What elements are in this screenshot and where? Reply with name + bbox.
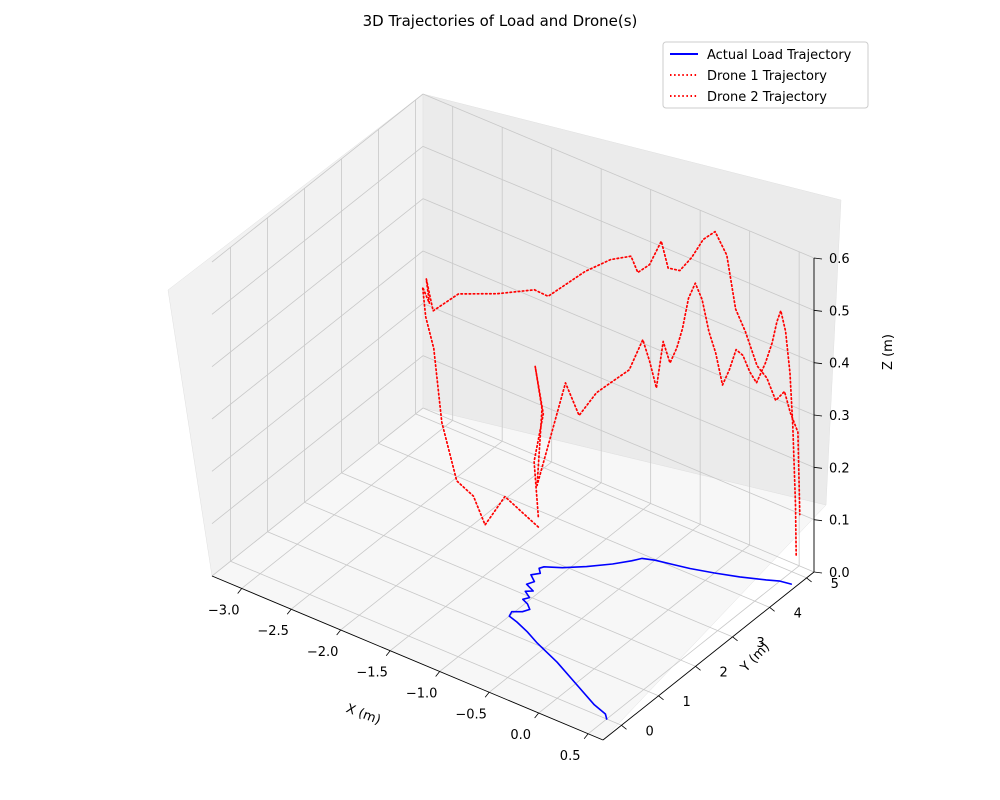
z-tick-mark-3: [813, 414, 823, 417]
grid-lines: [211, 93, 815, 735]
grid-x-floor-5: [488, 523, 701, 693]
grid-z-left-1: [211, 355, 424, 524]
grid-z-left-3: [211, 250, 424, 420]
grid-y-floor-2: [304, 501, 696, 667]
legend-label-load: Actual Load Trajectory: [707, 48, 852, 63]
grid-y-floor-3: [341, 472, 733, 638]
x-tick-mark-0: [237, 588, 243, 594]
x-tick-label-3: −1.5: [356, 666, 388, 681]
grid-y-floor-1: [267, 531, 659, 697]
grid-x-floor-1: [290, 440, 503, 610]
load-trajectory-line: [508, 557, 793, 720]
grid-z-back-1: [422, 355, 815, 521]
x-tick-label-1: −2.5: [257, 624, 289, 639]
legend-label-drone-1: Drone 1 Trajectory: [707, 69, 827, 84]
legend-entry-drone-1: Drone 1 Trajectory: [670, 69, 827, 84]
x-axis-line: [211, 575, 604, 741]
grid-x-floor-4: [439, 503, 651, 672]
grid-z-left-0: [211, 407, 424, 577]
tick-labels: −3.0−2.5−2.0−1.5−1.0−0.50.00.50123450.00…: [208, 252, 850, 764]
z-tick-mark-0: [813, 571, 823, 574]
y-tick-label-3: 3: [757, 636, 765, 651]
y-tick-label-4: 4: [794, 606, 802, 621]
grid-y-floor-0: [230, 560, 622, 726]
x-tick-mark-2: [336, 629, 341, 636]
legend-entry-drone-2: Drone 2 Trajectory: [670, 90, 827, 105]
x-tick-mark-7: [583, 733, 589, 740]
z-tick-label-2: 0.2: [829, 461, 850, 476]
y-tick-label-1: 1: [683, 695, 691, 710]
grid-x-floor-7: [587, 565, 800, 735]
legend: Actual Load Trajectory Drone 1 Trajector…: [662, 41, 869, 109]
grid-z-back-6: [422, 93, 815, 259]
x-tick-mark-5: [484, 692, 490, 698]
grid-z-back-4: [422, 198, 815, 364]
drone-1-trajectory-line: [533, 282, 798, 558]
x-tick-mark-1: [286, 608, 292, 615]
y-tick-label-2: 2: [720, 665, 728, 680]
grid-z-left-2: [211, 303, 424, 472]
x-tick-label-2: −2.0: [307, 645, 339, 660]
z-tick-mark-6: [813, 257, 823, 260]
x-tick-label-4: −1.0: [406, 686, 438, 701]
y-axis-label: Y (m): [737, 640, 773, 676]
grid-y-floor-4: [378, 442, 770, 608]
y-tick-mark-1: [658, 695, 664, 701]
series-lines: [421, 230, 801, 720]
grid-z-left-4: [211, 198, 424, 367]
y-tick-mark-3: [732, 636, 738, 642]
z-tick-mark-1: [813, 519, 823, 522]
z-tick-mark-5: [813, 309, 823, 312]
legend-label-drone-2: Drone 2 Trajectory: [707, 90, 827, 105]
grid-z-left-6: [211, 93, 424, 263]
z-tick-label-0: 0.0: [829, 566, 850, 581]
x-tick-mark-3: [385, 650, 391, 656]
grid-z-back-3: [422, 250, 815, 416]
z-tick-label-3: 0.3: [829, 409, 850, 424]
y-tick-label-5: 5: [831, 577, 839, 592]
z-tick-label-6: 0.6: [829, 252, 850, 267]
z-axis-label: Z (m): [881, 334, 896, 370]
z-tick-label-5: 0.5: [829, 304, 850, 319]
y-axis-line: [602, 571, 815, 741]
x-tick-mark-4: [435, 671, 440, 677]
grid-z-back-5: [422, 145, 815, 311]
grid-z-left-5: [211, 146, 424, 315]
x-tick-mark-6: [534, 712, 539, 719]
x-tick-label-6: 0.0: [510, 728, 531, 743]
grid-x-floor-3: [389, 482, 602, 652]
y-tick-label-0: 0: [646, 724, 654, 739]
grid-x-floor-0: [241, 420, 453, 589]
legend-entry-load: Actual Load Trajectory: [670, 48, 852, 63]
y-tick-mark-4: [769, 607, 775, 612]
z-tick-label-1: 0.1: [829, 514, 850, 529]
axis-lines: [211, 257, 823, 741]
x-tick-label-7: 0.5: [560, 749, 581, 764]
y-tick-mark-5: [806, 577, 812, 583]
z-tick-mark-2: [813, 466, 823, 469]
y-tick-mark-2: [695, 666, 701, 671]
chart-title: 3D Trajectories of Load and Drone(s): [363, 12, 638, 30]
grid-z-back-0: [422, 407, 815, 573]
legend-box: [662, 41, 869, 109]
x-tick-label-5: −0.5: [455, 707, 487, 722]
grid-z-back-2: [422, 302, 815, 468]
x-axis-label: X (m): [344, 701, 383, 728]
drone-2-trajectory-line: [421, 230, 801, 528]
grid-x-floor-2: [340, 461, 552, 631]
axes-panes: [167, 93, 842, 741]
z-tick-label-4: 0.4: [829, 357, 850, 372]
x-tick-label-0: −3.0: [208, 603, 240, 618]
grid-y-floor-5: [415, 413, 807, 579]
y-tick-mark-0: [621, 724, 627, 730]
z-tick-mark-4: [813, 362, 823, 365]
